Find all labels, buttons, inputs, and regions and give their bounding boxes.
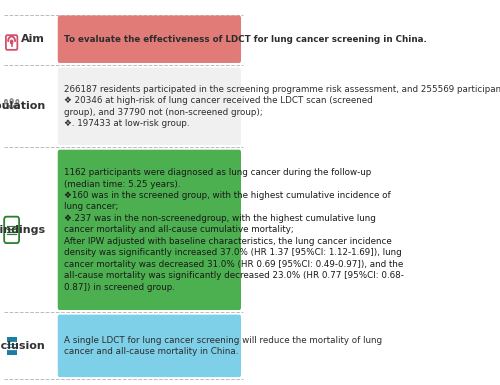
Circle shape (10, 40, 13, 44)
Text: Findings: Findings (0, 225, 45, 235)
Text: Aim: Aim (21, 34, 45, 44)
Text: Conclusion: Conclusion (0, 341, 45, 351)
Text: Population: Population (0, 101, 45, 111)
Text: 266187 residents participated in the screening programme risk assessment, and 25: 266187 residents participated in the scr… (64, 85, 500, 128)
Text: To evaluate the effectiveness of LDCT for lung cancer screening in China.: To evaluate the effectiveness of LDCT fo… (64, 35, 426, 44)
FancyBboxPatch shape (58, 150, 241, 310)
FancyBboxPatch shape (6, 336, 16, 355)
Text: A single LDCT for lung cancer screening will reduce the mortality of lung
cancer: A single LDCT for lung cancer screening … (64, 336, 382, 356)
FancyBboxPatch shape (58, 15, 241, 63)
FancyBboxPatch shape (58, 67, 241, 145)
Text: 1162 participants were diagnosed as lung cancer during the follow-up
(median tim: 1162 participants were diagnosed as lung… (64, 168, 404, 291)
FancyBboxPatch shape (58, 315, 241, 377)
